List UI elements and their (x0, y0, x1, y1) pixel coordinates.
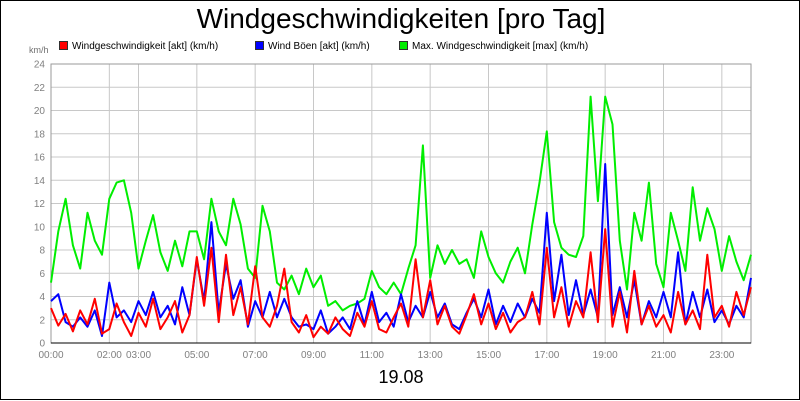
y-tick-label: 2 (39, 315, 45, 326)
x-tick-label: 11:00 (360, 350, 385, 361)
legend-label-boeen: Wind Böen [akt] (km/h) (268, 41, 370, 52)
y-tick-label: 6 (39, 269, 45, 280)
y-axis-unit: km/h (29, 45, 49, 55)
y-tick-label: 4 (39, 292, 45, 303)
y-tick-label: 24 (34, 60, 46, 71)
legend-item-boeen: Wind Böen [akt] (km/h) (255, 40, 370, 54)
legend-item-akt: Windgeschwindigkeit [akt] (km/h) (59, 40, 218, 54)
series-line-akt (50, 228, 752, 339)
x-tick-label: 19:00 (593, 350, 618, 361)
x-tick-label: 17:00 (534, 350, 559, 361)
y-tick-label: 8 (39, 246, 45, 257)
legend-label-akt: Windgeschwindigkeit [akt] (km/h) (72, 41, 219, 52)
x-tick-label: 21:00 (651, 350, 676, 361)
x-axis-label: 19.08 (378, 367, 424, 387)
y-tick-label: 0 (39, 339, 45, 350)
x-tick-label: 03:00 (126, 350, 151, 361)
legend-swatch-boeen (255, 40, 264, 50)
y-tick-label: 20 (34, 106, 46, 117)
x-tick-label: 00:00 (38, 350, 63, 361)
x-tick-label: 02:00 (97, 350, 122, 361)
y-tick-label: 10 (34, 222, 46, 233)
y-tick-label: 14 (34, 176, 46, 187)
x-tick-label: 05:00 (184, 350, 209, 361)
y-tick-label: 16 (34, 153, 46, 164)
x-tick-label: 07:00 (243, 350, 268, 361)
legend-item-max: Max. Windgeschwindigkeit [max] (km/h) (399, 40, 588, 54)
series-line-boeen (50, 163, 752, 337)
x-tick-label: 13:00 (418, 350, 443, 361)
chart-title: Windgeschwindigkeiten [pro Tag] (196, 3, 606, 34)
y-tick-label: 18 (34, 129, 46, 140)
legend-swatch-max (399, 40, 408, 50)
x-tick-label: 15:00 (476, 350, 501, 361)
y-tick-label: 22 (34, 83, 46, 94)
x-tick-label: 09:00 (301, 350, 326, 361)
x-tick-label: 23:00 (709, 350, 734, 361)
legend-label-max: Max. Windgeschwindigkeit [max] (km/h) (412, 41, 589, 52)
y-tick-label: 12 (34, 199, 46, 210)
legend-swatch-akt (59, 40, 68, 50)
